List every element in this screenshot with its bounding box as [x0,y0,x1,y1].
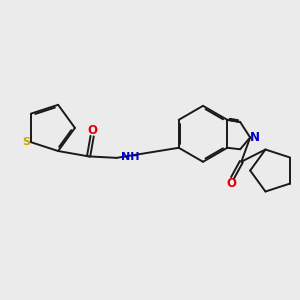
Text: NH: NH [121,152,140,162]
Text: O: O [87,124,97,137]
Text: S: S [22,137,31,147]
Text: N: N [250,131,260,144]
Text: O: O [226,177,236,190]
